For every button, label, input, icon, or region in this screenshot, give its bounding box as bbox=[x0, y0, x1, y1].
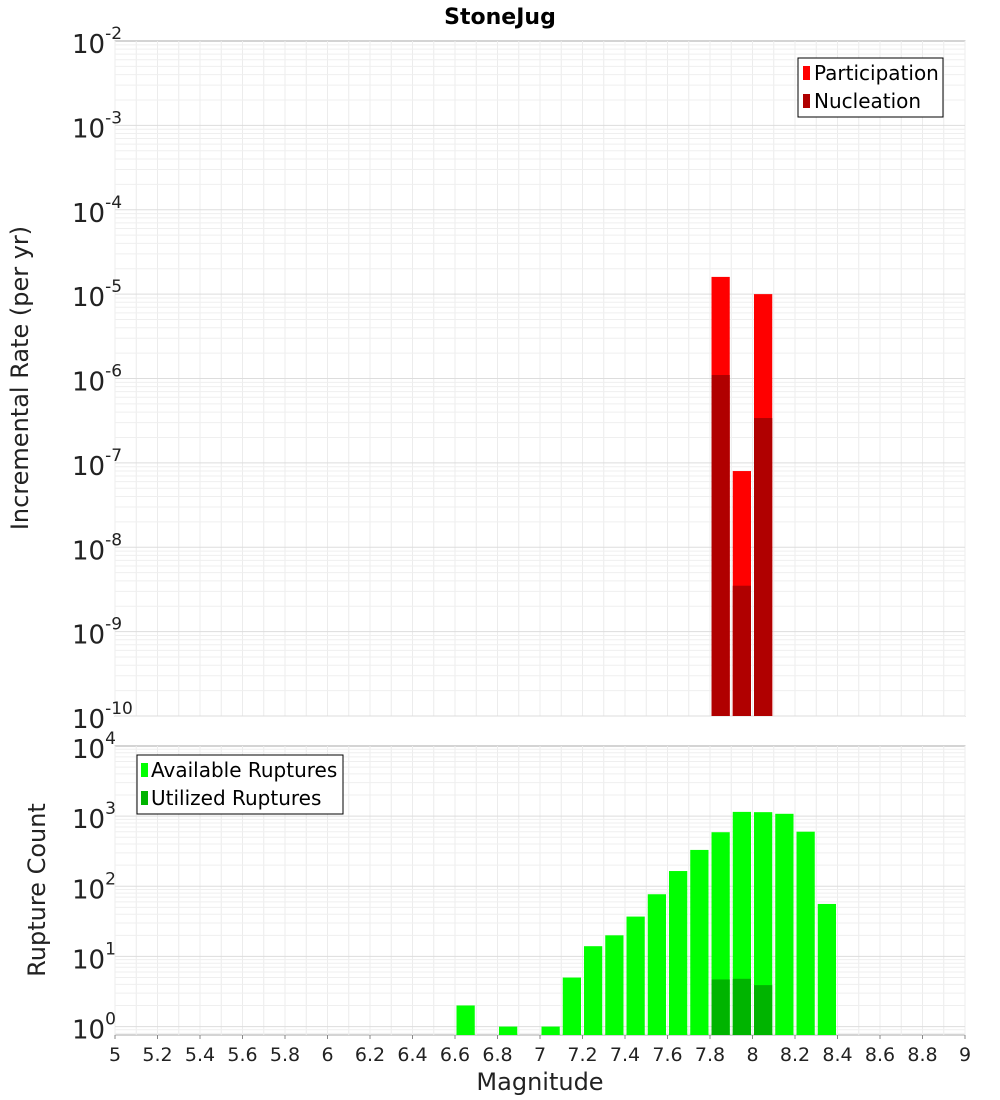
bottom-legend-box bbox=[136, 754, 344, 815]
bar-available-ruptures bbox=[541, 1026, 560, 1035]
legend-label-utilized: Utilized Ruptures bbox=[151, 786, 321, 810]
y-tick-label: 10-8 bbox=[72, 530, 122, 566]
x-tick-label: 6.2 bbox=[355, 1044, 385, 1066]
x-tick-label: 6 bbox=[321, 1044, 333, 1066]
x-tick-label: 7.4 bbox=[610, 1044, 640, 1066]
bar-available-ruptures bbox=[796, 831, 815, 1035]
bar-available-ruptures bbox=[584, 946, 603, 1035]
bar-available-ruptures bbox=[456, 1005, 475, 1035]
x-tick-label: 7.2 bbox=[567, 1044, 597, 1066]
x-tick-label: 6.4 bbox=[397, 1044, 427, 1066]
x-tick-labels: 5 5.2 5.4 5.6 5.8 6 6.2 6.4 6.6 6.8 7 7.2 7.4 7.6 7.8 8… bbox=[109, 1035, 971, 1066]
y-tick-label: 10-3 bbox=[72, 108, 122, 144]
bar-nucleation bbox=[754, 418, 773, 716]
y-tick-label: 10-9 bbox=[72, 615, 122, 651]
x-tick-label: 8.6 bbox=[865, 1044, 895, 1066]
legend-label-participation: Participation bbox=[814, 61, 939, 85]
bar-available-ruptures bbox=[626, 916, 645, 1035]
legend-swatch-available bbox=[141, 763, 148, 777]
bottom-panel: 100 101 102 103 104 5 5.2 5.4 5.6 5.8 6 6.2 6.4 6.6 6… bbox=[23, 729, 971, 1096]
y-tick-label: 101 bbox=[72, 939, 116, 975]
x-tick-label: 8.8 bbox=[907, 1044, 937, 1066]
x-tick-label: 5.4 bbox=[185, 1044, 215, 1066]
bar-available-ruptures bbox=[562, 977, 581, 1035]
y-tick-label: 10-5 bbox=[72, 277, 122, 313]
legend-swatch-participation bbox=[803, 66, 810, 80]
legend-swatch-utilized bbox=[141, 791, 148, 805]
top-panel: 10-10 10-9 10-8 10-7 10-6 10-5 10-4 10-3 10-2 In… bbox=[6, 24, 966, 735]
y-tick-label: 104 bbox=[72, 729, 116, 765]
bar-available-ruptures bbox=[690, 849, 709, 1035]
bar-available-ruptures bbox=[669, 871, 688, 1035]
bar-available-ruptures bbox=[775, 813, 794, 1035]
bar-available-ruptures bbox=[605, 935, 624, 1035]
bar-utilized-ruptures bbox=[754, 985, 773, 1035]
bottom-y-tick-labels: 100 101 102 103 104 bbox=[72, 729, 116, 1046]
bar-available-ruptures bbox=[499, 1026, 518, 1035]
y-tick-label: 102 bbox=[72, 869, 116, 905]
y-tick-label: 10-10 bbox=[72, 699, 133, 735]
top-legend: Participation Nucleation bbox=[797, 57, 944, 118]
y-tick-label: 10-4 bbox=[72, 193, 122, 229]
bar-utilized-ruptures bbox=[711, 979, 730, 1035]
chart-title: StoneJug bbox=[444, 5, 556, 30]
x-tick-label: 5 bbox=[109, 1044, 121, 1066]
y-tick-label: 10-2 bbox=[72, 24, 122, 60]
y-tick-label: 10-6 bbox=[72, 362, 122, 398]
x-tick-label: 7.6 bbox=[652, 1044, 682, 1066]
bar-nucleation bbox=[732, 585, 751, 716]
x-tick-label: 9 bbox=[959, 1044, 971, 1066]
y-tick-label: 103 bbox=[72, 799, 116, 835]
x-axis-label: Magnitude bbox=[476, 1068, 603, 1096]
x-tick-label: 6.8 bbox=[482, 1044, 512, 1066]
x-tick-label: 7.8 bbox=[695, 1044, 725, 1066]
bar-available-ruptures bbox=[754, 812, 773, 1035]
y-tick-label: 10-7 bbox=[72, 446, 122, 482]
top-grid bbox=[114, 41, 966, 717]
bar-available-ruptures bbox=[647, 894, 666, 1035]
x-tick-label: 8 bbox=[746, 1044, 758, 1066]
bar-available-ruptures bbox=[817, 903, 836, 1035]
y-tick-label: 100 bbox=[72, 1010, 116, 1046]
x-tick-label: 8.4 bbox=[822, 1044, 852, 1066]
top-y-axis-label: Incremental Rate (per yr) bbox=[6, 226, 34, 530]
top-y-tick-labels: 10-10 10-9 10-8 10-7 10-6 10-5 10-4 10-3 10-2 bbox=[72, 24, 133, 735]
x-tick-label: 6.6 bbox=[440, 1044, 470, 1066]
bottom-bars bbox=[456, 811, 836, 1035]
bottom-y-axis-label: Rupture Count bbox=[23, 803, 51, 977]
legend-swatch-nucleation bbox=[803, 94, 810, 108]
legend-label-nucleation: Nucleation bbox=[814, 89, 921, 113]
top-legend-box bbox=[797, 57, 944, 118]
bar-nucleation bbox=[711, 375, 730, 716]
x-tick-label: 5.2 bbox=[142, 1044, 172, 1066]
bottom-legend: Available Ruptures Utilized Ruptures bbox=[136, 754, 344, 815]
x-tick-label: 5.6 bbox=[227, 1044, 257, 1066]
x-tick-label: 7 bbox=[534, 1044, 546, 1066]
x-tick-label: 8.2 bbox=[780, 1044, 810, 1066]
legend-label-available: Available Ruptures bbox=[151, 758, 337, 782]
top-bars bbox=[711, 276, 773, 716]
x-tick-label: 5.8 bbox=[270, 1044, 300, 1066]
bar-utilized-ruptures bbox=[732, 978, 751, 1035]
